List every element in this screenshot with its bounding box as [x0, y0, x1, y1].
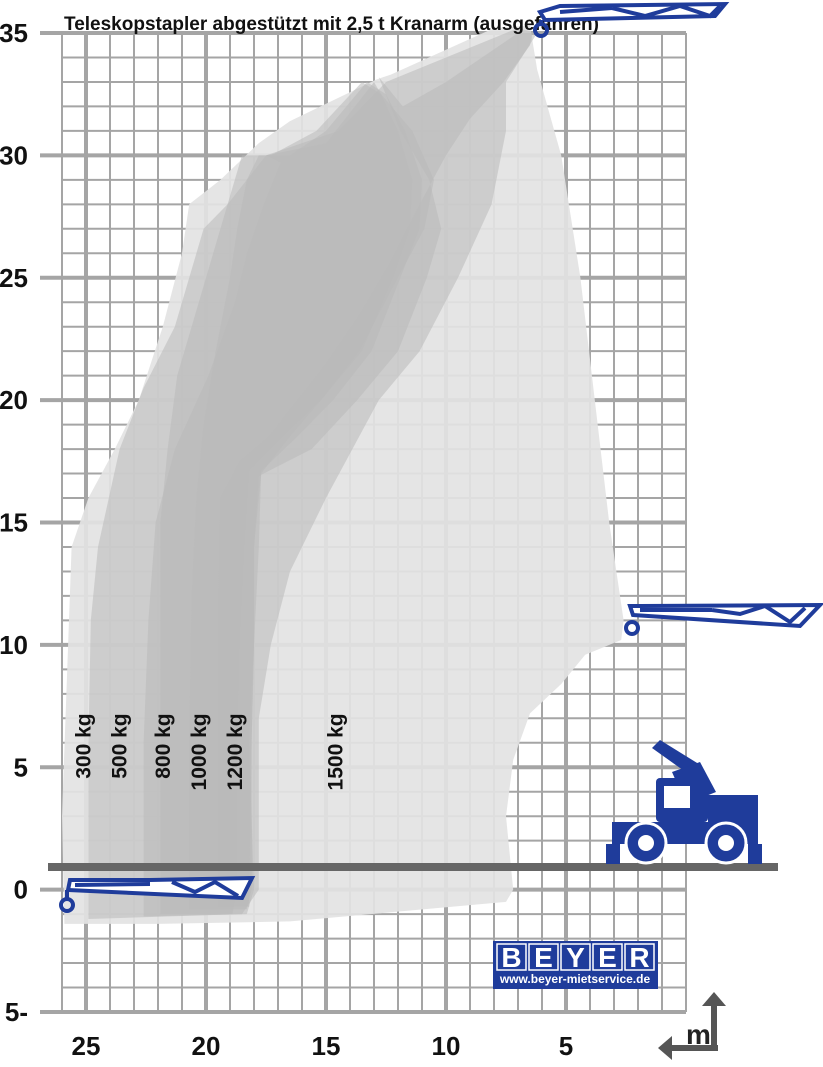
x-axis-ticks: 25 20 15 10 5: [72, 1031, 574, 1061]
y-tick-label: 35: [0, 18, 28, 48]
series-label: 1500 kg: [325, 713, 348, 790]
y-tick-label: 0: [14, 875, 28, 905]
logo-letter-box: [592, 943, 623, 971]
x-tick-label: 15: [312, 1031, 341, 1061]
chart-title: Teleskopstapler abgestützt mit 2,5 t Kra…: [64, 14, 599, 35]
logo-letter: E: [534, 942, 553, 973]
y-tick-label: 25: [0, 263, 28, 293]
logo-letter-box: [624, 943, 655, 971]
envelope-1500-kg: [218, 33, 533, 907]
logo-letter-box: [496, 943, 527, 971]
series-label: 300 kg: [73, 713, 96, 778]
y-tick-label: 30: [0, 140, 28, 170]
logo-letter-box: [528, 943, 559, 971]
series-label: 800 kg: [152, 713, 175, 778]
series-label: 1200 kg: [224, 713, 247, 790]
logo-url: www.beyer-mietservice.de: [499, 972, 651, 986]
y-tick-label: 5: [14, 752, 28, 782]
load-envelopes: [62, 25, 624, 924]
logo-letter: R: [629, 942, 649, 973]
x-tick-label: 10: [432, 1031, 461, 1061]
logo-letter: B: [501, 942, 521, 973]
x-tick-label: 20: [192, 1031, 221, 1061]
x-unit-label: m: [686, 1019, 711, 1050]
crane-arm-mid-icon: [624, 602, 823, 636]
y-tick-label: 10: [0, 630, 28, 660]
crane-arm-low-icon: [59, 875, 256, 913]
crane-arm-top-icon: [533, 1, 730, 38]
axis-arrow-icon: m: [658, 992, 726, 1060]
y-tick-label: 20: [0, 385, 28, 415]
logo-letter-box: [560, 943, 591, 971]
telehandler-icon: [606, 740, 762, 865]
series-labels: 300 kg 500 kg 800 kg 1000 kg 1200 kg 1500 kg: [73, 713, 348, 790]
y-axis-ticks: 35 30 25 20 15 10 5 0 5-: [0, 18, 28, 1027]
y-tick-label: 15: [0, 508, 28, 538]
x-tick-label: 25: [72, 1031, 101, 1061]
logo-letter: E: [598, 942, 617, 973]
series-label: 1000 kg: [188, 713, 211, 790]
y-tick-label: 5-: [5, 997, 28, 1027]
series-label: 500 kg: [109, 713, 132, 778]
logo-letter: Y: [566, 942, 585, 973]
x-tick-label: 5: [559, 1031, 573, 1061]
